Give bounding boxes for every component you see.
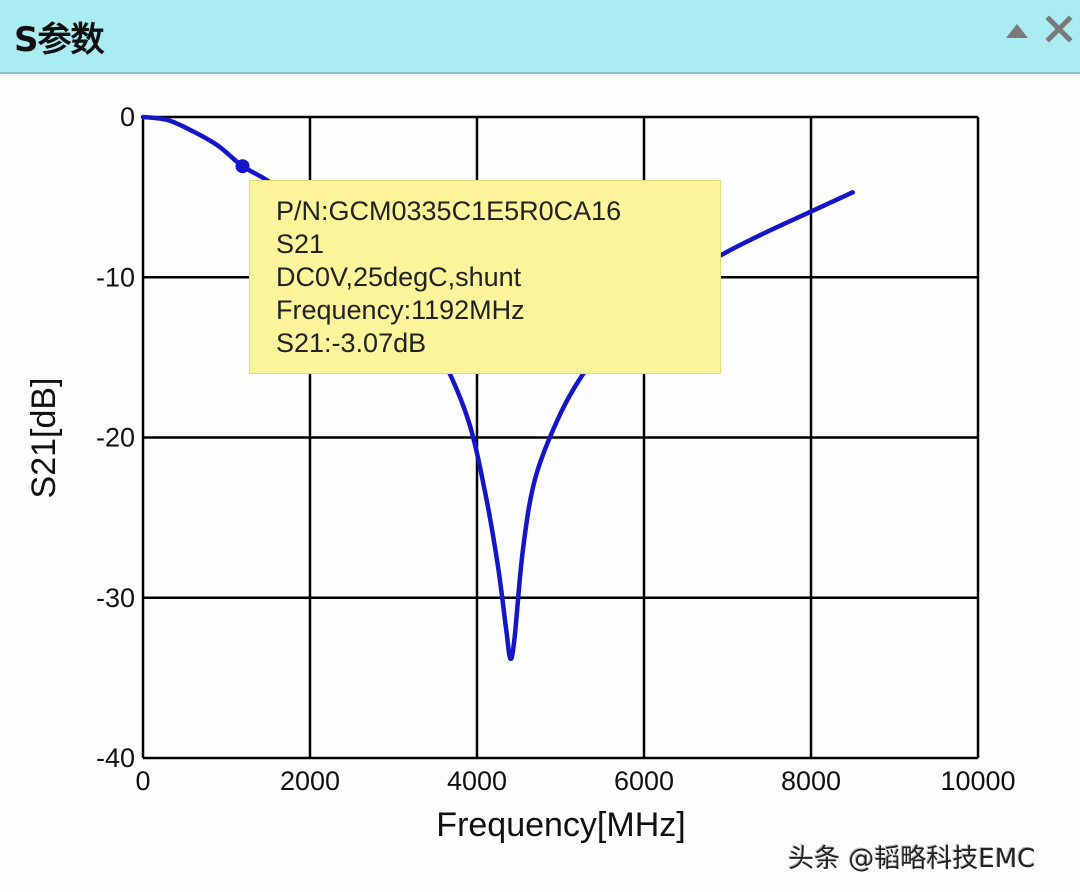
- y-tick-label: -20: [96, 423, 135, 453]
- x-tick-label: 2000: [280, 766, 340, 796]
- triangle-up-icon: [1006, 24, 1028, 38]
- tooltip-value: S21:-3.07dB: [276, 328, 427, 358]
- s21-chart: 0 -10 -20 -30 -40 0 2000 4000 6000 8000 10000 Fre…: [25, 102, 1016, 844]
- data-tooltip: P/N:GCM0335C1E5R0CA16 S21 DC0V,25degC,sh…: [249, 180, 721, 374]
- y-tick-label: -10: [96, 262, 135, 292]
- y-tick-label: 0: [120, 102, 135, 132]
- x-tick-label: 10000: [940, 766, 1015, 796]
- window-titlebar: S参数: [0, 0, 1080, 74]
- tooltip-frequency: Frequency:1192MHz: [276, 295, 525, 325]
- watermark: 头条 @韬略科技EMC: [788, 844, 1036, 874]
- x-axis-label: Frequency[MHz]: [436, 806, 685, 844]
- x-tick-label: 6000: [614, 766, 674, 796]
- y-axis-ticks: 0 -10 -20 -30 -40: [96, 102, 135, 773]
- x-tick-label: 4000: [447, 766, 507, 796]
- x-tick-label: 0: [135, 766, 150, 796]
- x-tick-label: 8000: [781, 766, 841, 796]
- tooltip-conditions: DC0V,25degC,shunt: [276, 262, 522, 292]
- x-axis-ticks: 0 2000 4000 6000 8000 10000: [135, 766, 1015, 796]
- close-button[interactable]: [1044, 14, 1074, 44]
- y-axis-label: S21[dB]: [25, 378, 63, 499]
- collapse-button[interactable]: [1004, 18, 1030, 44]
- y-tick-label: -30: [96, 583, 135, 613]
- y-tick-label: -40: [96, 743, 135, 773]
- tooltip-parameter: S21: [276, 229, 325, 259]
- chart-panel: 0 -10 -20 -30 -40 0 2000 4000 6000 8000 10000 Fre…: [0, 76, 1080, 892]
- data-marker[interactable]: [235, 159, 250, 174]
- close-x-icon: [1045, 15, 1073, 43]
- window-title: S参数: [14, 20, 104, 60]
- tooltip-part-number: P/N:GCM0335C1E5R0CA16: [276, 196, 622, 226]
